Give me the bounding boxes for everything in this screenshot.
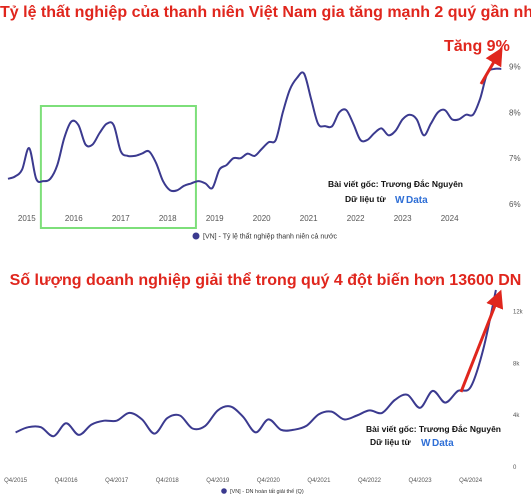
chart1-credit-author: Bài viết gốc: Trương Đắc Nguyên <box>328 178 463 189</box>
x-tick-label: 2022 <box>347 214 365 223</box>
chart1-title: Tỷ lệ thất nghiệp của thanh niên Việt Na… <box>0 4 531 21</box>
x-tick-label: Q4/2024 <box>459 478 483 484</box>
chart1-brand-mark: W <box>395 195 405 206</box>
x-tick-label: 2021 <box>300 214 318 223</box>
dissolution-line <box>15 289 497 438</box>
x-tick-label: 2023 <box>394 214 412 223</box>
x-tick-label: 2019 <box>206 214 224 223</box>
x-tick-label: 2024 <box>441 214 459 223</box>
chart1-legend-dot <box>192 232 200 240</box>
x-tick-label: Q4/2023 <box>409 478 433 484</box>
chart2-title: Số lượng doanh nghiệp giải thể trong quý… <box>9 272 522 289</box>
x-tick-label: 2018 <box>159 214 177 223</box>
chart2-legend-label[interactable]: [VN] - DN hoàn tất giải thể (Q) <box>230 488 304 495</box>
dissolution-chart: Q4/2015 Q4/2016 Q4/2017 Q4/2018 Q4/2019 Q4/20… <box>4 289 524 495</box>
x-tick-label: Q4/2017 <box>105 478 129 484</box>
y-tick-label: 8k <box>513 361 520 367</box>
y-tick-label: 6% <box>509 200 521 209</box>
spike-arrow <box>459 289 504 393</box>
x-tick-label: Q4/2016 <box>55 478 79 484</box>
x-tick-label: Q4/2018 <box>156 478 180 484</box>
chart2-brand-word: Data <box>432 438 454 449</box>
x-tick-label: Q4/2020 <box>257 478 281 484</box>
x-tick-label: 2016 <box>65 214 83 223</box>
chart2-legend-dot <box>221 488 227 494</box>
y-tick-label: 12k <box>513 310 524 316</box>
x-tick-label: 2015 <box>18 214 36 223</box>
y-tick-label: 7% <box>509 154 521 163</box>
x-tick-label: Q4/2019 <box>206 478 230 484</box>
y-tick-label: 9% <box>509 63 521 72</box>
x-tick-label: 2017 <box>112 214 130 223</box>
y-tick-label: 8% <box>509 108 521 117</box>
y-tick-label: 4k <box>513 413 520 419</box>
x-tick-label: Q4/2021 <box>307 478 331 484</box>
chart1-legend-label[interactable]: [VN] - Tỷ lệ thất nghiệp thanh niên cả n… <box>203 232 338 241</box>
unemployment-chart: 2015 2016 2017 2018 2019 2020 2021 2022 2023 2024… <box>7 47 521 241</box>
y-tick-label: 0 <box>513 465 517 471</box>
chart1-credit-source: Dữ liệu từ <box>345 194 386 204</box>
increase-arrow <box>479 47 503 85</box>
x-tick-label: 2020 <box>253 214 271 223</box>
chart1-brand-word: Data <box>406 195 428 206</box>
unemployment-line <box>7 67 502 193</box>
x-tick-label: Q4/2015 <box>4 478 28 484</box>
chart2-credit-author: Bài viết gốc: Trương Đắc Nguyên <box>366 423 501 434</box>
chart2-credit-source: Dữ liệu từ <box>370 437 411 447</box>
highlight-box <box>39 105 197 229</box>
x-tick-label: Q4/2022 <box>358 478 382 484</box>
chart2-brand-mark: W <box>421 438 431 449</box>
